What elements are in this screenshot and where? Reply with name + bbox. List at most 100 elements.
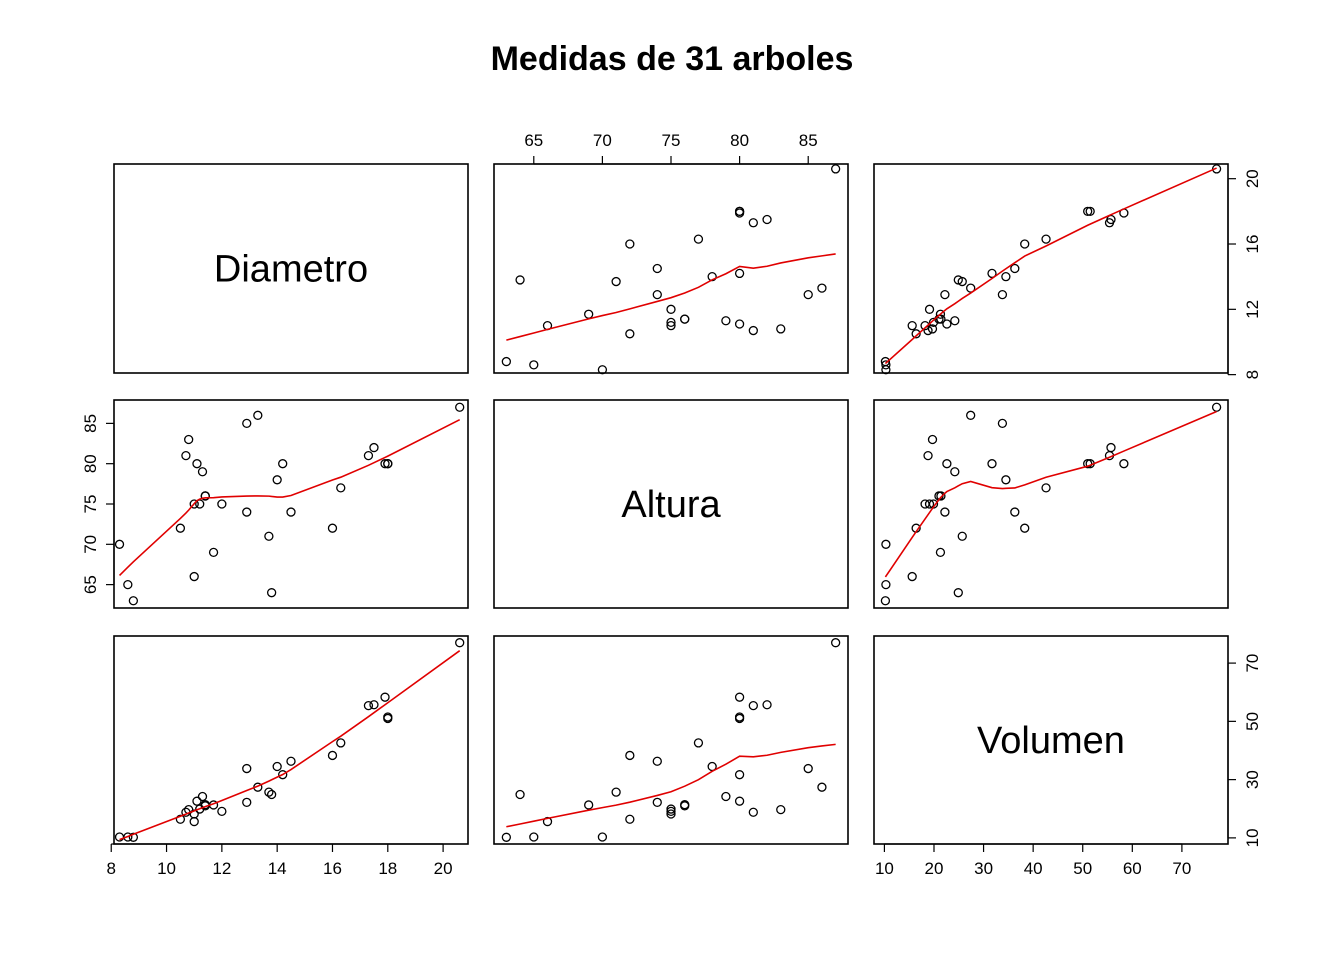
data-point — [1106, 442, 1116, 453]
data-point — [1001, 475, 1011, 485]
data-point — [1211, 402, 1222, 412]
tick-label: 18 — [378, 859, 397, 878]
data-point — [721, 791, 731, 802]
data-point — [734, 206, 745, 217]
data-point — [197, 467, 208, 477]
data-point — [1020, 239, 1030, 249]
data-point — [278, 459, 288, 469]
data-point — [515, 275, 525, 285]
data-point — [940, 289, 950, 300]
data-point — [907, 571, 917, 582]
data-point — [652, 797, 662, 807]
data-point — [880, 596, 891, 606]
data-point — [1041, 234, 1051, 244]
data-point — [501, 832, 512, 842]
data-point — [455, 402, 465, 412]
data-point — [935, 309, 946, 319]
tick-label: 80 — [730, 131, 749, 150]
tick-label: 20 — [1243, 169, 1262, 188]
data-point — [363, 700, 374, 711]
tick-label: 70 — [593, 131, 612, 150]
data-point — [923, 325, 933, 336]
panel-frame — [113, 399, 469, 609]
tick-label: 30 — [1243, 770, 1262, 789]
data-point — [881, 579, 891, 590]
data-point — [278, 770, 288, 780]
data-point — [652, 289, 662, 300]
panel-volumen-vs-altura — [493, 635, 849, 845]
data-point — [529, 360, 539, 370]
data-point — [264, 787, 274, 797]
panel-altura-vs-volumen — [873, 399, 1229, 609]
data-point — [880, 356, 891, 367]
tick-label: 14 — [268, 859, 287, 878]
data-point — [680, 314, 690, 324]
data-point — [175, 523, 186, 533]
tick-label: 85 — [81, 414, 100, 433]
data-point — [383, 459, 393, 469]
tick-label: 70 — [1243, 654, 1262, 673]
x-axis-bottom-diametro: 8 10 12 14 16 18 20 — [107, 843, 453, 878]
data-point — [1211, 164, 1222, 174]
y-axis-left-altura: 65 70 75 80 85 — [81, 414, 115, 594]
data-point — [625, 814, 635, 824]
data-point — [1085, 206, 1095, 217]
data-point — [597, 365, 608, 375]
lowess-smooth-line — [119, 650, 461, 841]
y-axis-right-diametro: 8 12 16 20 — [1227, 169, 1262, 379]
data-point — [128, 596, 139, 606]
tick-label: 20 — [434, 859, 453, 878]
data-point — [611, 787, 621, 797]
data-point — [666, 806, 676, 817]
data-point — [264, 531, 274, 541]
data-point — [455, 638, 465, 648]
tick-label: 12 — [212, 859, 231, 878]
tick-label: 70 — [1172, 859, 1191, 878]
data-point — [584, 800, 594, 810]
data-point — [734, 319, 745, 329]
tick-label: 65 — [81, 575, 100, 594]
data-point — [217, 806, 227, 817]
tick-label: 50 — [1243, 712, 1262, 731]
data-point — [953, 275, 963, 285]
data-point — [927, 434, 938, 445]
data-point — [272, 475, 282, 485]
data-point — [272, 761, 282, 772]
data-point — [924, 499, 935, 509]
data-point — [380, 459, 390, 469]
variable-label-altura: Altura — [621, 484, 721, 526]
data-point — [935, 547, 946, 558]
data-point — [881, 360, 891, 370]
tick-label: 20 — [925, 859, 944, 878]
data-point — [803, 289, 813, 300]
tick-label: 75 — [81, 495, 100, 514]
tick-label: 60 — [1123, 859, 1142, 878]
data-point — [734, 713, 745, 724]
data-point — [1119, 459, 1129, 469]
data-point — [184, 434, 194, 445]
data-point — [181, 450, 191, 461]
data-point — [515, 789, 525, 800]
data-point — [817, 782, 827, 792]
data-point — [192, 796, 202, 806]
data-point — [920, 320, 930, 331]
panel-frame — [493, 163, 849, 374]
data-point — [666, 317, 676, 328]
tick-label: 16 — [1243, 235, 1262, 254]
lowess-smooth-line — [506, 743, 836, 828]
data-point — [123, 579, 133, 590]
data-point — [748, 700, 758, 711]
data-point — [584, 309, 594, 319]
data-point — [927, 324, 938, 334]
data-point — [666, 320, 676, 331]
data-point — [881, 539, 891, 549]
data-point — [831, 638, 841, 648]
data-point — [1010, 507, 1020, 517]
data-point — [734, 796, 745, 806]
data-point — [936, 491, 946, 501]
data-point — [189, 499, 199, 509]
data-point — [680, 800, 690, 810]
data-point — [1010, 263, 1020, 274]
tick-label: 10 — [157, 859, 176, 878]
x-axis-bottom-volumen: 10 20 30 40 50 60 70 — [875, 843, 1191, 878]
